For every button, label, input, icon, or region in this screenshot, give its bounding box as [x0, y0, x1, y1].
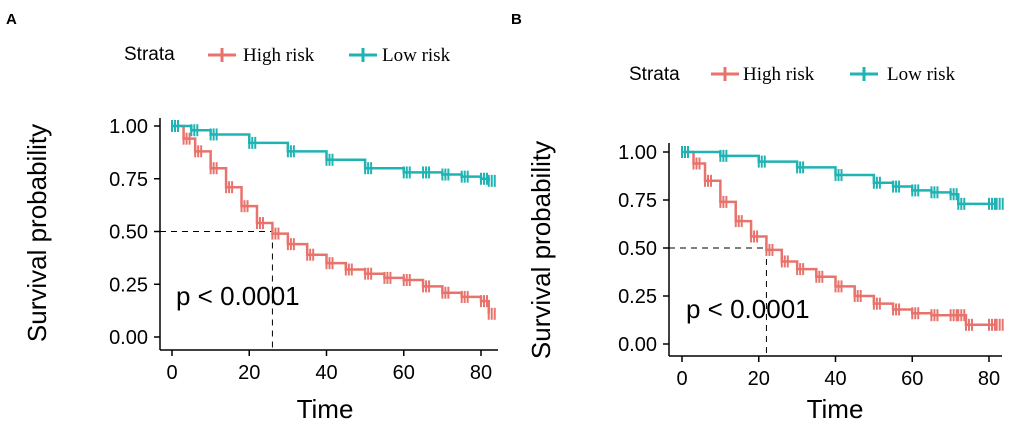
x-tick-label-b: 0 [676, 368, 687, 390]
p-value-b: p < 0.0001 [686, 294, 810, 324]
y-tick-label-b: 0.00 [618, 334, 657, 356]
y-tick-label-a: 0.25 [109, 274, 148, 296]
panel-label-b: B [511, 11, 522, 28]
x-tick-label-b: 20 [748, 368, 770, 390]
legend-b: Strata High risk Low risk [629, 64, 956, 85]
legend-key-high-b [711, 67, 739, 81]
legend-key-low-a [349, 48, 377, 62]
y-tick-label-a: 0.75 [109, 169, 148, 191]
y-tick-label-a: 0.00 [109, 327, 148, 349]
legend-key-low-b [850, 67, 878, 81]
x-tick-label-b: 60 [901, 368, 923, 390]
y-tick-label-b: 0.50 [618, 238, 657, 260]
panel-label-a: A [6, 11, 17, 28]
x-axis-title-a: Time [297, 394, 354, 424]
x-tick-label-a: 80 [470, 362, 492, 384]
y-tick-label-b: 1.00 [618, 142, 657, 164]
panel-a: Strata High risk Low risk 0.00 0.25 0.50 0.… [22, 44, 498, 424]
legend-label-high-a: High risk [243, 45, 315, 66]
y-tick-label-b: 0.25 [618, 286, 657, 308]
panel-b: Strata High risk Low risk 0.00 0.25 0.50 0.… [526, 64, 1004, 424]
legend-key-high-a [208, 48, 236, 62]
legend-title-a: Strata [124, 44, 175, 65]
p-value-a: p < 0.0001 [176, 281, 300, 311]
x-tick-label-b: 40 [824, 368, 846, 390]
legend-title-b: Strata [629, 64, 680, 85]
x-tick-label-a: 60 [393, 362, 415, 384]
x-tick-label-a: 0 [166, 362, 177, 384]
y-tick-label-a: 1.00 [109, 116, 148, 138]
x-axis-title-b: Time [807, 394, 864, 424]
y-axis-title-b: Survival probability [526, 141, 556, 359]
legend-label-low-a: Low risk [382, 45, 451, 66]
km-curve-low-risk-a [172, 124, 490, 181]
y-tick-label-b: 0.75 [618, 190, 657, 212]
y-tick-label-a: 0.50 [109, 222, 148, 244]
legend-label-high-b: High risk [743, 64, 815, 85]
legend-a: Strata High risk Low risk [124, 44, 451, 66]
x-tick-label-b: 80 [978, 368, 1000, 390]
x-tick-label-a: 20 [238, 362, 260, 384]
legend-label-low-b: Low risk [887, 64, 956, 85]
y-axis-title-a: Survival probability [22, 124, 52, 342]
x-tick-label-a: 40 [315, 362, 337, 384]
